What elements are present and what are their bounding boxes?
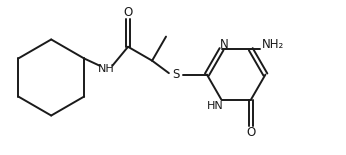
Text: O: O (246, 126, 255, 139)
Text: N: N (220, 38, 229, 51)
Text: S: S (173, 68, 180, 81)
Text: O: O (124, 6, 133, 19)
Text: NH₂: NH₂ (262, 38, 285, 51)
Text: HN: HN (207, 102, 223, 111)
Text: NH: NH (98, 64, 115, 74)
